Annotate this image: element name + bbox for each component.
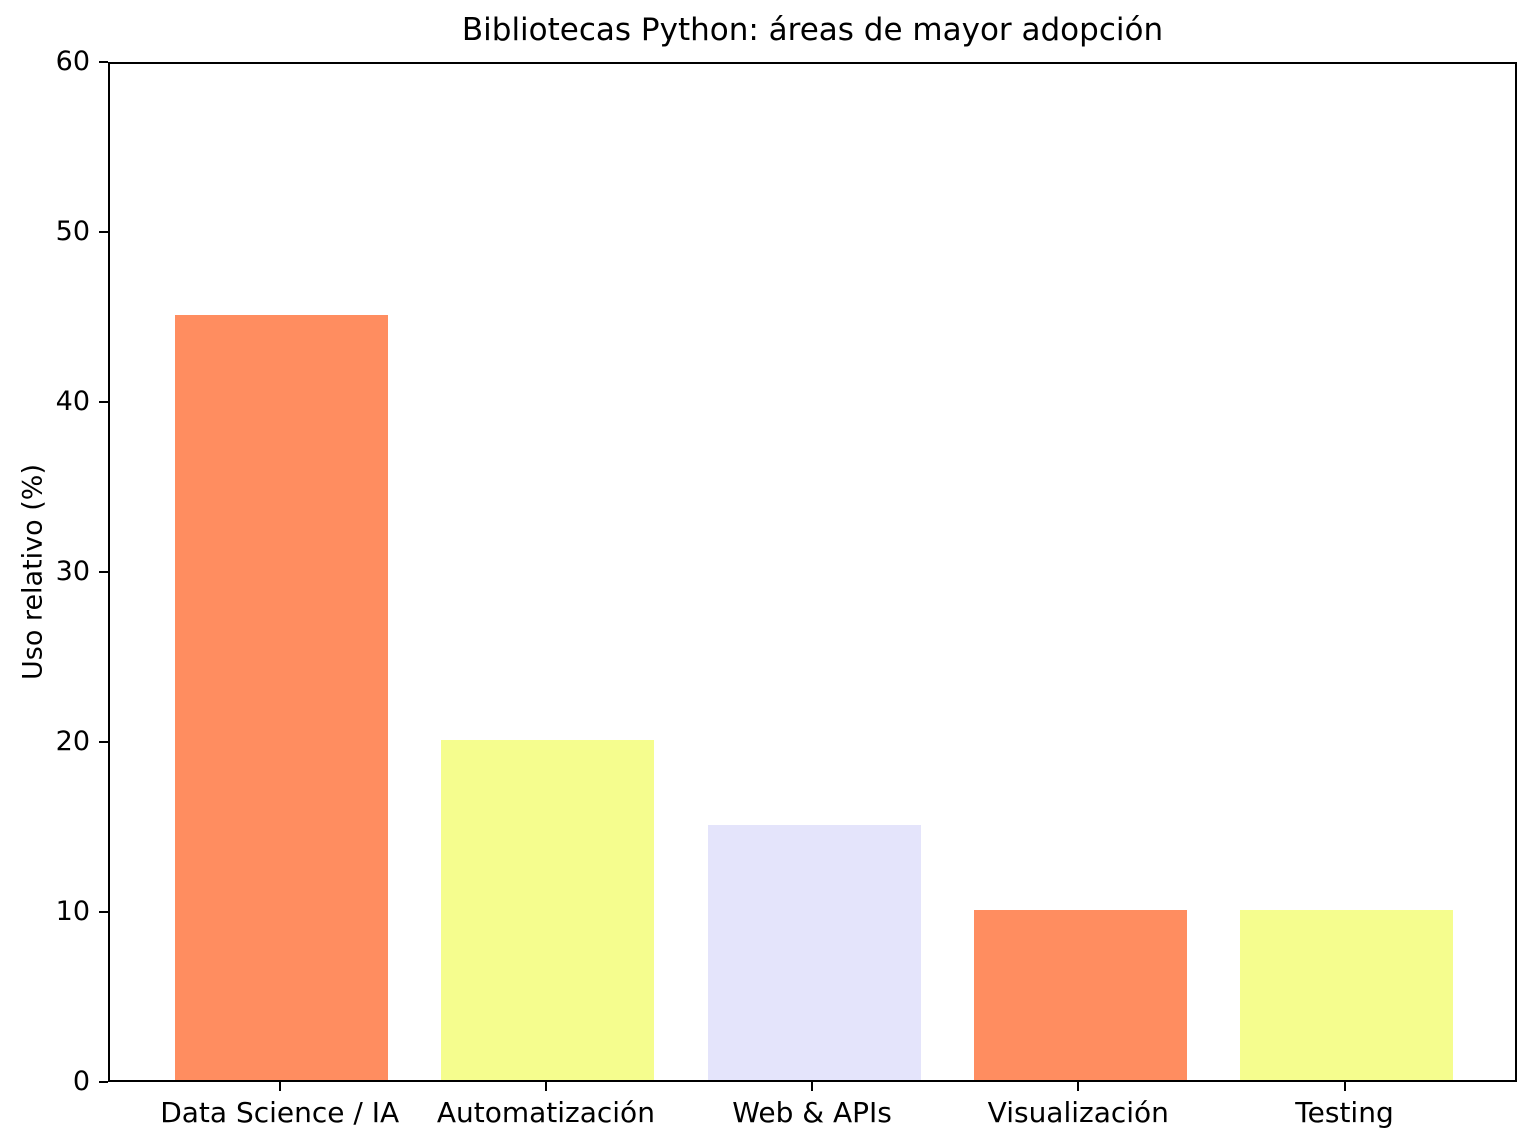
x-tick-mark-2 bbox=[811, 1082, 814, 1091]
x-tick-label-0: Data Science / IA bbox=[160, 1096, 400, 1129]
y-tick-label-10: 10 bbox=[55, 896, 90, 927]
x-tick-mark-1 bbox=[544, 1082, 547, 1091]
x-tick-label-1: Automatización bbox=[436, 1096, 655, 1129]
bar-1 bbox=[441, 740, 655, 1080]
y-tick-mark-30 bbox=[99, 571, 108, 573]
y-tick-label-40: 40 bbox=[55, 386, 90, 417]
x-tick-mark-0 bbox=[278, 1082, 281, 1091]
x-tick-label-2: Web & APIs bbox=[732, 1096, 892, 1129]
y-tick-mark-50 bbox=[99, 231, 108, 233]
y-tick-label-20: 20 bbox=[55, 726, 90, 757]
bar-3 bbox=[973, 910, 1187, 1080]
x-tick-label-3: Visualización bbox=[987, 1096, 1169, 1129]
bar-2 bbox=[707, 825, 921, 1080]
y-tick-label-30: 30 bbox=[55, 556, 90, 587]
chart-title: Bibliotecas Python: áreas de mayor adopc… bbox=[461, 12, 1164, 48]
y-tick-label-60: 60 bbox=[55, 46, 90, 77]
y-tick-mark-40 bbox=[99, 401, 108, 403]
y-tick-label-0: 0 bbox=[72, 1066, 90, 1097]
x-tick-mark-4 bbox=[1343, 1082, 1346, 1091]
y-tick-label-50: 50 bbox=[55, 216, 90, 247]
y-tick-mark-60 bbox=[99, 61, 108, 63]
bar-4 bbox=[1240, 910, 1453, 1080]
x-tick-label-4: Testing bbox=[1295, 1096, 1394, 1129]
plot-area bbox=[108, 62, 1517, 1082]
bar-0 bbox=[175, 315, 389, 1080]
y-tick-mark-10 bbox=[99, 911, 108, 913]
y-tick-mark-0 bbox=[99, 1081, 108, 1083]
bars-layer bbox=[110, 64, 1515, 1080]
y-tick-mark-20 bbox=[99, 741, 108, 743]
x-tick-mark-3 bbox=[1077, 1082, 1080, 1091]
